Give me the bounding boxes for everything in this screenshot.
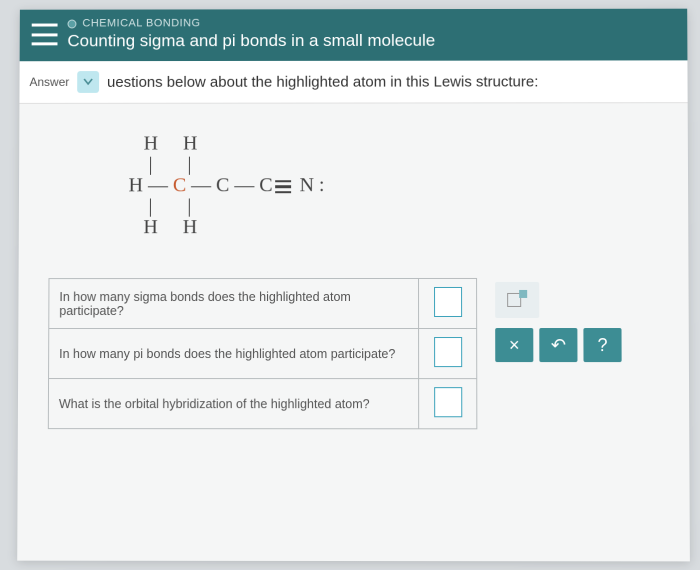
answer-cell	[419, 329, 477, 379]
lewis-row: | |	[128, 195, 191, 217]
menu-icon[interactable]	[32, 24, 58, 46]
answer-cell	[419, 278, 477, 328]
lewis-structure: H H | | H ― C ― C ― C N : | | H H	[128, 133, 688, 238]
highlighted-atom: C	[173, 174, 186, 196]
module-label: CHEMICAL BONDING	[67, 17, 679, 30]
answer-input-sigma[interactable]	[434, 287, 462, 317]
close-icon: ×	[509, 335, 520, 356]
prompt-bar: Answer uestions below about the highligh…	[19, 60, 687, 104]
help-icon: ?	[597, 335, 607, 356]
prompt-text: uestions below about the highlighted ato…	[107, 73, 538, 90]
undo-icon: ↶	[551, 335, 566, 356]
tool-panel: × ↶ ?	[495, 282, 622, 362]
header-bar: CHEMICAL BONDING Counting sigma and pi b…	[20, 9, 688, 62]
lewis-row: | |	[129, 153, 192, 175]
lewis-row: H H	[129, 133, 198, 155]
question-area: In how many sigma bonds does the highlig…	[48, 278, 675, 429]
question-table: In how many sigma bonds does the highlig…	[48, 278, 478, 429]
help-button[interactable]: ?	[583, 328, 621, 362]
lewis-row: H H	[128, 216, 197, 238]
table-row: In how many pi bonds does the highlighte…	[49, 329, 477, 379]
answer-dropdown[interactable]	[77, 71, 99, 93]
triple-bond-icon	[276, 180, 292, 193]
question-text: What is the orbital hybridization of the…	[48, 379, 418, 429]
page-title: Counting sigma and pi bonds in a small m…	[67, 31, 679, 52]
undo-button[interactable]: ↶	[539, 328, 577, 362]
clear-button[interactable]: ×	[495, 328, 533, 362]
answer-input-pi[interactable]	[434, 337, 462, 367]
lewis-row-main: H ― C ― C ― C N :	[129, 174, 325, 196]
table-row: In how many sigma bonds does the highlig…	[49, 278, 477, 328]
module-dot-icon	[67, 19, 76, 28]
table-row: What is the orbital hybridization of the…	[48, 379, 477, 429]
answer-cell	[419, 379, 477, 429]
answer-tab-label: Answer	[23, 71, 75, 93]
header-text: CHEMICAL BONDING Counting sigma and pi b…	[67, 17, 679, 52]
answer-input-hybrid[interactable]	[434, 387, 462, 417]
question-text: In how many sigma bonds does the highlig…	[49, 278, 419, 328]
superscript-tool[interactable]	[495, 282, 539, 318]
chevron-down-icon	[83, 78, 93, 86]
app-screen: CHEMICAL BONDING Counting sigma and pi b…	[17, 9, 690, 562]
question-text: In how many pi bonds does the highlighte…	[49, 329, 419, 379]
module-name: CHEMICAL BONDING	[82, 17, 200, 29]
